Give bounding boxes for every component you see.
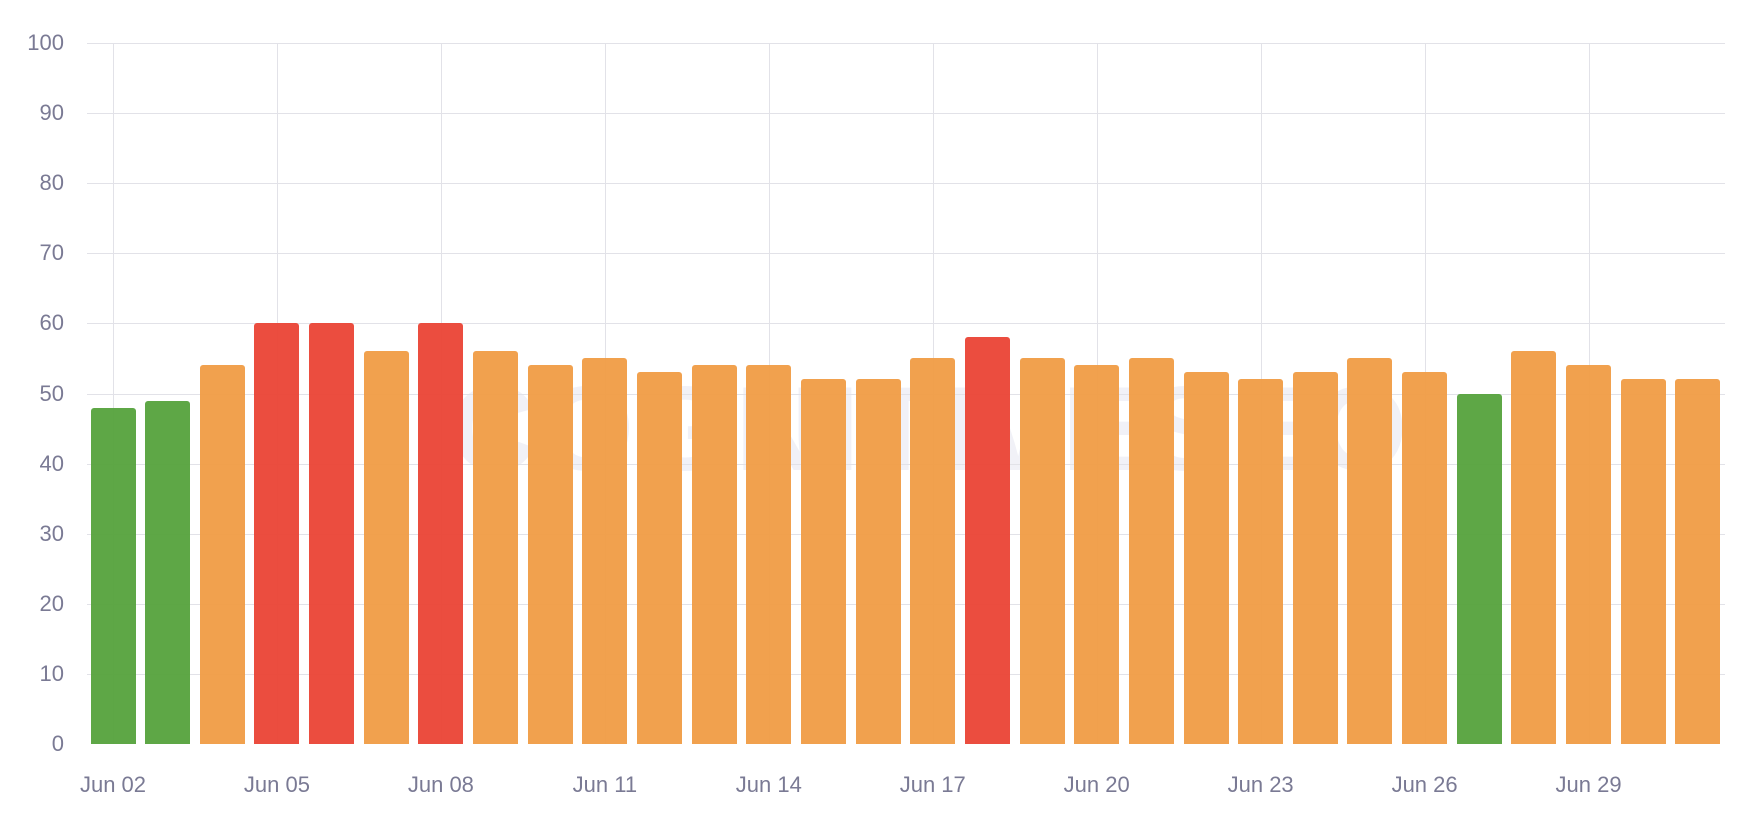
bar-jun-16[interactable]: [855, 379, 901, 744]
x-tick-label: Jun 20: [1063, 772, 1130, 797]
bar-jun-09[interactable]: [473, 351, 519, 744]
x-tick-label: Jun 02: [79, 772, 147, 797]
bar-jun-29[interactable]: [1566, 365, 1612, 744]
bar-jun-24[interactable]: [1292, 372, 1338, 744]
x-tick-label: Jun 17: [899, 772, 966, 797]
x-tick-label: Jun 29: [1555, 772, 1622, 797]
bar-jun-30[interactable]: [1620, 379, 1666, 744]
bar-jun-28[interactable]: [1511, 351, 1557, 744]
bar-jun-08[interactable]: [418, 323, 464, 744]
y-tick-label: 100: [27, 30, 64, 55]
bar-jun-22[interactable]: [1183, 372, 1229, 744]
bar-jun-13[interactable]: [691, 365, 737, 744]
y-tick-label: 70: [39, 240, 64, 266]
bar-jun-26[interactable]: [1402, 372, 1448, 744]
y-tick-label: 10: [39, 660, 64, 686]
x-tick-label: Jun 11: [572, 772, 638, 797]
bar-jun-27[interactable]: [1456, 393, 1502, 744]
y-tick-label: 50: [39, 380, 64, 406]
h-gridline: [87, 533, 1725, 535]
y-tick-label: 20: [39, 590, 64, 616]
bar-jun-03[interactable]: [145, 400, 191, 744]
y-tick-label: 0: [51, 731, 64, 756]
bar-jun-06[interactable]: [309, 323, 355, 744]
h-gridline: [87, 113, 1725, 115]
y-tick-label: 60: [39, 310, 64, 336]
h-gridline: [87, 603, 1725, 605]
x-tick-label: Jun 23: [1227, 772, 1294, 797]
y-tick-label: 90: [39, 100, 64, 126]
h-gridline: [87, 183, 1725, 185]
bar-jun-21[interactable]: [1128, 358, 1174, 744]
bar-jun-07[interactable]: [363, 351, 409, 744]
y-tick-label: 30: [39, 520, 64, 546]
bar-jun-05[interactable]: [254, 323, 300, 744]
bar-jun-10[interactable]: [527, 365, 573, 744]
y-tick-label: 80: [39, 170, 64, 196]
bar-jun-18[interactable]: [964, 337, 1010, 744]
bar-jun-19[interactable]: [1019, 358, 1065, 744]
bar-jun-12[interactable]: [637, 372, 682, 744]
bar-jun-23[interactable]: [1238, 379, 1284, 744]
bar-jun-20[interactable]: [1074, 365, 1120, 744]
y-tick-label: 40: [39, 450, 64, 476]
h-gridline: [87, 43, 1725, 44]
x-tick-label: Jun 14: [735, 772, 802, 797]
h-gridline: [87, 393, 1725, 395]
bar-jun-14[interactable]: [746, 365, 792, 744]
x-tick-label: Jun 05: [243, 772, 310, 797]
h-gridline: [87, 463, 1725, 465]
v-gridline: [113, 43, 114, 744]
bar-jun-17[interactable]: [910, 358, 956, 744]
h-gridline: [87, 253, 1725, 255]
bar-jun-11[interactable]: [582, 358, 628, 744]
bar-jun-02[interactable]: [90, 407, 136, 744]
h-gridline: [87, 323, 1725, 325]
bar-jun-04[interactable]: [199, 365, 245, 744]
bar-jun-15[interactable]: [800, 379, 846, 744]
bar-jun-25[interactable]: [1347, 358, 1393, 744]
x-tick-label: Jun 26: [1391, 772, 1458, 797]
bar-jul-01[interactable]: [1675, 379, 1721, 744]
x-tick-label: Jun 08: [407, 772, 474, 797]
h-gridline: [87, 673, 1725, 675]
